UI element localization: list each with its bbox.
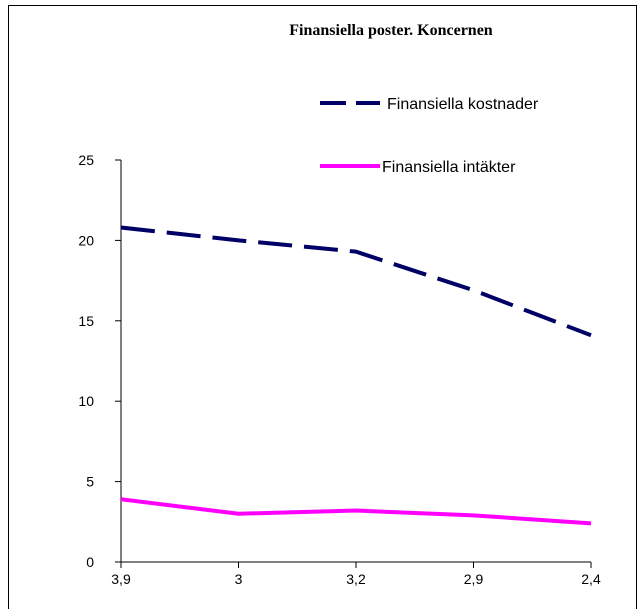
y-tick-label: 10 [78, 393, 94, 409]
x-tick-label: 3 [235, 571, 243, 587]
legend-item-intakter: Finansiella intäkter [320, 159, 516, 176]
y-tick-label: 25 [78, 152, 94, 168]
legend-label-intakter: Finansiella intäkter [382, 159, 516, 176]
x-tick-label: 3,2 [346, 571, 366, 587]
x-tick-label: 2,4 [581, 571, 601, 587]
y-ticks: 0 5 10 15 20 25 [78, 152, 121, 570]
y-tick-label: 15 [78, 313, 94, 329]
x-tick-label: 2,9 [464, 571, 484, 587]
x-tick-label: 3,9 [111, 571, 131, 587]
axes [120, 160, 591, 563]
series-lines [120, 225, 592, 526]
y-tick-label: 0 [86, 554, 94, 570]
chart-title: Finansiella poster. Koncernen [289, 22, 493, 39]
x-ticks: 3,9 3 3,2 2,9 2,4 [111, 562, 601, 587]
series-line-0 [120, 225, 592, 338]
series-line-1 [120, 497, 592, 526]
chart-frame [8, 5, 637, 609]
y-tick-label: 20 [78, 232, 94, 248]
legend: Finansiella kostnader Finansiella intäkt… [320, 96, 539, 176]
legend-item-kostnader: Finansiella kostnader [320, 96, 539, 113]
y-tick-label: 5 [86, 474, 94, 490]
legend-label-kostnader: Finansiella kostnader [387, 96, 539, 113]
